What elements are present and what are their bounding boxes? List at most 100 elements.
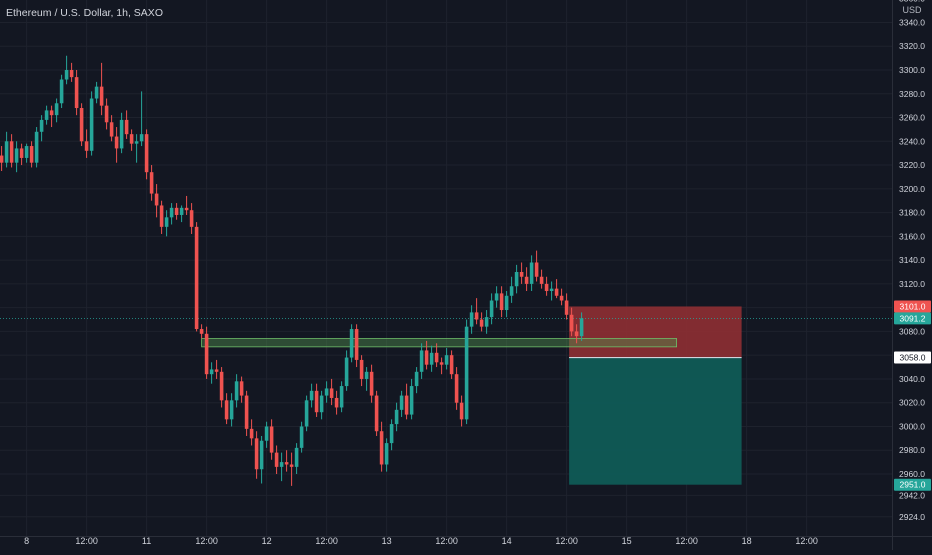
candle-body <box>159 205 164 227</box>
candle-body <box>54 103 59 116</box>
time-tick-label: 15 <box>622 536 632 546</box>
time-tick-label: 12:00 <box>195 536 218 546</box>
candle <box>579 312 584 341</box>
candle-body <box>269 426 274 453</box>
candle <box>549 281 554 301</box>
candle-body <box>239 381 244 396</box>
candle <box>99 62 104 116</box>
candle <box>4 131 9 168</box>
candle-body <box>574 331 579 337</box>
candle <box>419 343 424 379</box>
candle-body <box>119 119 124 149</box>
candle-body <box>479 319 484 327</box>
candle <box>249 419 254 446</box>
price-tick-label: 2980.0 <box>899 445 925 455</box>
candle-body <box>389 424 394 444</box>
price-tick-label: 3220.0 <box>899 160 925 170</box>
price-tick-label: 3200.0 <box>899 184 925 194</box>
candle-body <box>564 300 569 315</box>
time-tick-label: 14 <box>502 536 512 546</box>
candle <box>139 91 144 147</box>
stop-price-tag-bg <box>894 300 931 313</box>
candle <box>269 419 274 460</box>
candle-body <box>139 134 144 142</box>
time-tick-label: 12:00 <box>435 536 458 546</box>
currency-label: USD <box>902 5 922 15</box>
price-tick-label: 3280.0 <box>899 89 925 99</box>
candle-body <box>354 329 359 360</box>
candle-body <box>549 288 554 292</box>
target-price-tag-bg <box>894 478 931 491</box>
candle <box>69 62 74 82</box>
candle <box>129 129 134 151</box>
time-tick-label: 11 <box>142 536 151 546</box>
candle <box>79 103 84 147</box>
candle <box>294 443 299 474</box>
candle <box>394 402 399 432</box>
candle <box>134 134 139 163</box>
candle <box>489 293 494 325</box>
candle <box>39 115 44 142</box>
candle <box>179 205 184 223</box>
candle <box>469 305 474 334</box>
candle <box>574 324 579 344</box>
candle <box>479 312 484 332</box>
time-tick-label: 13 <box>382 536 392 546</box>
price-axis[interactable]: 2924.0 2942.0 2960.0 2980.0 3000.0 3020.0 3040… <box>899 0 925 522</box>
candle <box>124 110 129 139</box>
candle <box>569 307 574 337</box>
candle <box>329 378 334 406</box>
candle-body <box>414 371 419 387</box>
price-tick-label: 3360.0 <box>899 0 925 4</box>
candle-body <box>164 217 169 227</box>
candle-body <box>444 355 449 365</box>
candle-body <box>304 400 309 427</box>
candle <box>44 105 49 125</box>
candle <box>404 383 409 420</box>
candle <box>49 105 54 128</box>
candle <box>354 324 359 368</box>
candle-body <box>39 119 44 132</box>
candle <box>334 390 339 415</box>
candle-body <box>219 371 224 401</box>
candle <box>399 390 404 417</box>
candle <box>104 98 109 130</box>
candle <box>304 395 309 432</box>
candle-body <box>79 108 84 142</box>
candle <box>339 381 344 413</box>
time-tick-label: 8 <box>24 536 29 546</box>
candle <box>189 203 194 234</box>
price-tags: 3101.0 3091.2 3058.0 2951.0 <box>894 300 931 491</box>
candle <box>474 298 479 325</box>
candle-body <box>424 350 429 365</box>
entry-price-tag: 3058.0 <box>900 353 926 363</box>
candle-body <box>394 409 399 425</box>
candle <box>459 395 464 427</box>
candle-body <box>94 86 99 99</box>
candle <box>484 310 489 334</box>
candle-body <box>194 226 199 330</box>
candle <box>109 115 114 142</box>
time-axis[interactable]: 8 12:00 11 12:00 12 12:00 13 12:00 14 12:00 15 12:0… <box>24 536 818 546</box>
candle-body <box>464 326 469 420</box>
candle <box>289 452 294 486</box>
stop-loss-zone <box>569 306 742 358</box>
candle <box>19 143 24 166</box>
candle <box>449 350 454 379</box>
candle-body <box>324 388 329 396</box>
candle <box>174 203 179 220</box>
candle-body <box>529 262 534 284</box>
price-tick-label: 3240.0 <box>899 136 925 146</box>
candle-body <box>234 381 239 401</box>
candle <box>369 364 374 403</box>
candle-body <box>134 141 139 144</box>
candle <box>244 390 249 436</box>
candle-body <box>524 276 529 284</box>
candle-body <box>544 283 549 292</box>
candle-body <box>334 397 339 408</box>
candle-body <box>69 70 74 78</box>
candle <box>254 431 259 479</box>
